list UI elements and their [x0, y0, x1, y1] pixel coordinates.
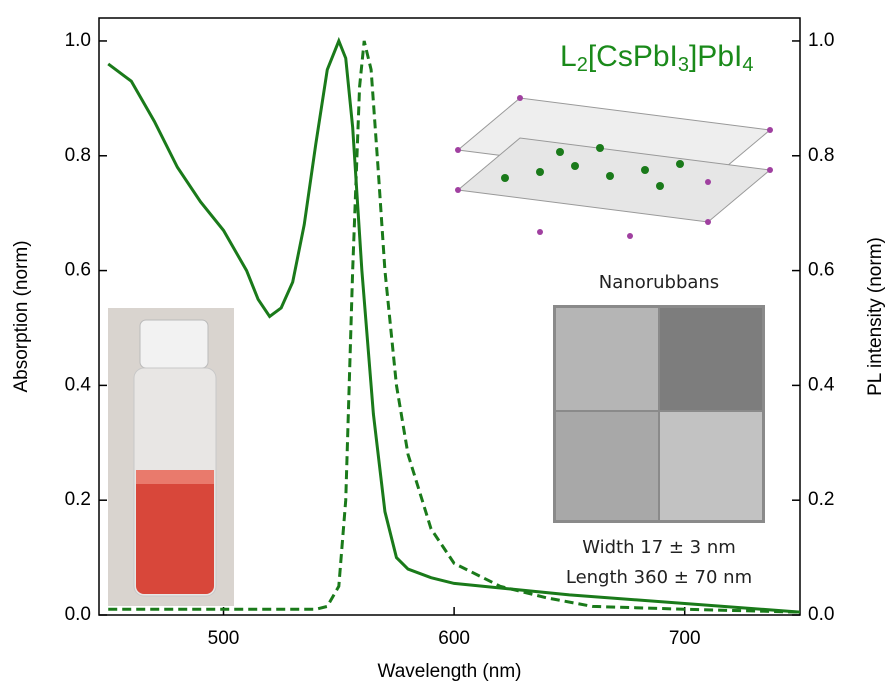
- formula: L2[CsPbI3]PbI4: [560, 40, 753, 76]
- y2-tick-label: 0.0: [808, 604, 834, 625]
- y-tick-label: 0.0: [65, 604, 91, 625]
- y2-tick-label: 0.4: [808, 374, 835, 395]
- data-line: [107, 36, 801, 614]
- data-line: [108, 40, 801, 614]
- x-axis-label: Wavelength (nm): [378, 661, 522, 682]
- formula-part: 2: [577, 54, 588, 76]
- y-tick-label: 0.2: [65, 489, 91, 510]
- y-tick-label: 1.0: [65, 30, 91, 51]
- y2-tick-label: 0.2: [808, 489, 834, 510]
- annotation: Length 360 ± 70 nm: [566, 567, 752, 588]
- formula-part: ]PbI: [689, 40, 742, 73]
- y-axis-label: Absorption (norm): [11, 240, 32, 392]
- x-tick-label: 700: [669, 628, 701, 649]
- y2-tick-label: 0.6: [808, 260, 834, 281]
- y-tick-label: 0.4: [65, 374, 92, 395]
- y2-tick-label: 0.8: [808, 145, 834, 166]
- y-tick-label: 0.8: [65, 145, 91, 166]
- plot-frame: [98, 17, 801, 616]
- crystal-structure: [455, 95, 773, 239]
- annotation: Nanorubbans: [599, 272, 719, 293]
- y2-axis-label: PL intensity (norm): [865, 237, 886, 396]
- annotation: Width 17 ± 3 nm: [582, 537, 736, 558]
- x-tick-label: 600: [438, 628, 470, 649]
- y-tick-label: 0.6: [65, 260, 91, 281]
- formula-part: 4: [742, 54, 753, 76]
- tem-images: [553, 305, 765, 523]
- vial-photo: [108, 308, 234, 606]
- formula-part: [CsPbI: [588, 40, 678, 73]
- y2-tick-label: 1.0: [808, 30, 834, 51]
- formula-part: 3: [678, 54, 689, 76]
- formula-part: L: [560, 40, 577, 73]
- x-tick-label: 500: [208, 628, 240, 649]
